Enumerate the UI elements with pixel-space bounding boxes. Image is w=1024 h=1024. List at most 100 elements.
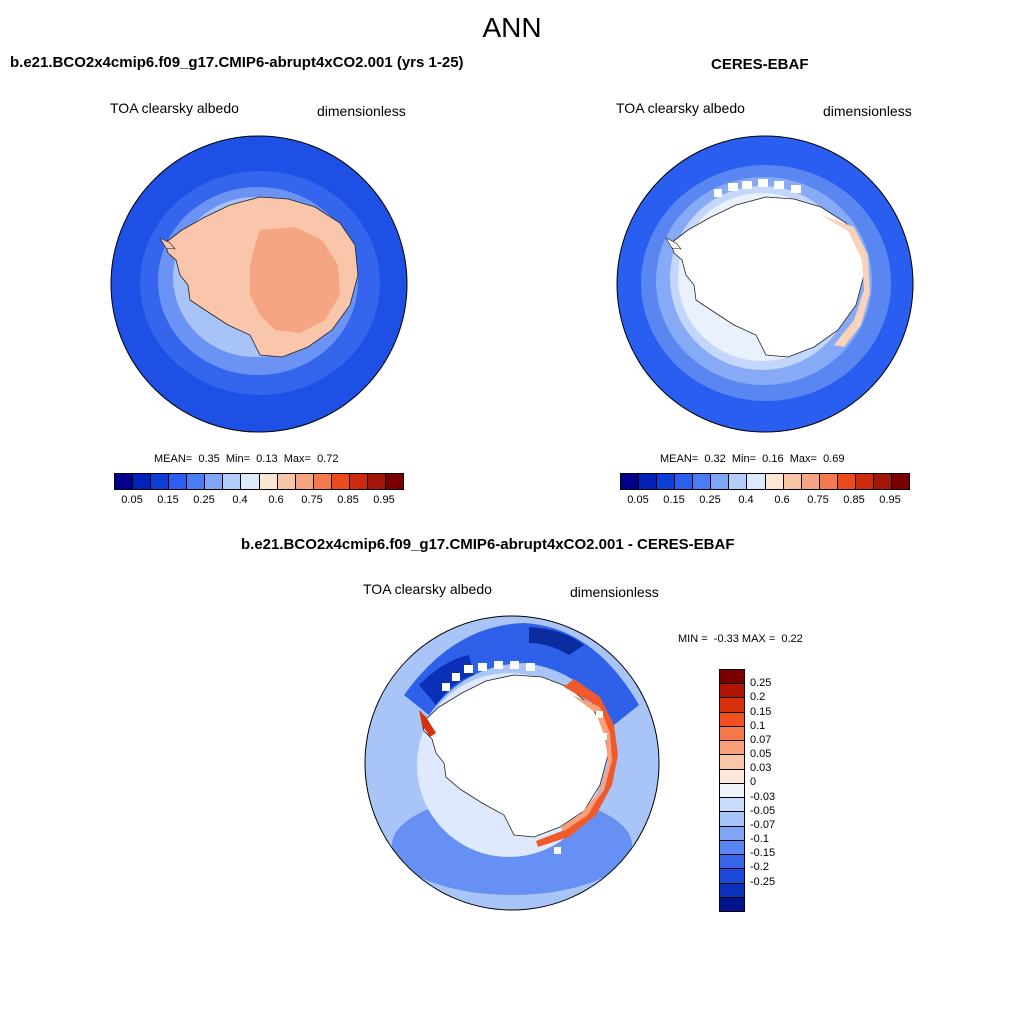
obs-stats: MEAN= 0.32 Min= 0.16 Max= 0.69 xyxy=(660,453,844,465)
colorbar-swatch xyxy=(277,474,296,489)
diff-variable-label: TOA clearsky albedo xyxy=(363,581,492,597)
diff-colorbar xyxy=(719,669,745,912)
colorbar-swatch xyxy=(720,698,744,713)
colorbar-label: 0.25 xyxy=(193,494,215,506)
colorbar-swatch xyxy=(720,826,744,841)
colorbar-swatch xyxy=(720,684,744,699)
model-mean-label: MEAN= xyxy=(154,453,193,465)
diff-polar-map xyxy=(364,615,660,911)
colorbar-label: -0.03 xyxy=(750,790,776,803)
colorbar-swatch xyxy=(720,812,744,827)
colorbar-swatch xyxy=(367,474,386,489)
colorbar-label: -0.2 xyxy=(750,861,769,874)
colorbar-label: 0.2 xyxy=(750,691,766,704)
page-title: ANN xyxy=(482,12,542,43)
colorbar-swatch xyxy=(720,670,744,685)
colorbar-swatch xyxy=(720,741,744,756)
diff-panel-title: b.e21.BCO2x4cmip6.f09_g17.CMIP6-abrupt4x… xyxy=(241,536,735,553)
colorbar-label: 0.25 xyxy=(699,494,721,506)
colorbar-swatch xyxy=(331,474,350,489)
colorbar-swatch xyxy=(837,474,856,489)
obs-polar-map xyxy=(616,135,914,433)
colorbar-label: 0.6 xyxy=(774,494,790,506)
colorbar-label: 0.15 xyxy=(663,494,685,506)
colorbar-swatch xyxy=(675,474,694,489)
colorbar-label: 0.4 xyxy=(738,494,754,506)
diff-max-value: 0.22 xyxy=(781,633,803,645)
model-panel-title: b.e21.BCO2x4cmip6.f09_g17.CMIP6-abrupt4x… xyxy=(10,54,464,71)
colorbar-swatch xyxy=(313,474,332,489)
colorbar-swatch xyxy=(349,474,368,489)
colorbar-swatch xyxy=(639,474,658,489)
obs-missing-data-squares xyxy=(714,179,801,197)
colorbar-swatch xyxy=(621,474,640,489)
model-peninsula xyxy=(159,237,176,250)
obs-max-value: 0.69 xyxy=(823,453,845,465)
colorbar-label: 0.75 xyxy=(807,494,829,506)
colorbar-swatch xyxy=(693,474,712,489)
colorbar-label: 0.1 xyxy=(750,719,766,732)
colorbar-swatch xyxy=(873,474,892,489)
colorbar-label: 0.07 xyxy=(750,733,772,746)
model-stats: MEAN= 0.35 Min= 0.13 Max= 0.72 xyxy=(154,453,338,465)
colorbar-swatch xyxy=(765,474,784,489)
diff-min-label: MIN = xyxy=(678,633,708,645)
colorbar-label: -0.25 xyxy=(750,875,776,888)
colorbar-swatch xyxy=(720,783,744,799)
colorbar-swatch xyxy=(783,474,802,489)
colorbar-swatch xyxy=(720,897,744,911)
colorbar-swatch xyxy=(657,474,676,489)
colorbar-label: 0.95 xyxy=(373,494,395,506)
obs-max-label: Max= xyxy=(789,453,817,465)
colorbar-swatch xyxy=(720,855,744,870)
model-antarctica-high-plateau xyxy=(250,227,340,333)
obs-units-label: dimensionless xyxy=(823,103,912,119)
colorbar-swatch xyxy=(133,474,152,489)
colorbar-label: 0.75 xyxy=(301,494,323,506)
colorbar-swatch xyxy=(241,474,260,489)
obs-panel-title: CERES-EBAF xyxy=(711,56,809,73)
colorbar-swatch xyxy=(187,474,206,489)
obs-variable-label: TOA clearsky albedo xyxy=(616,100,745,116)
colorbar-swatch xyxy=(891,474,909,489)
colorbar-swatch xyxy=(720,755,744,770)
colorbar-label: -0.1 xyxy=(750,833,769,846)
diff-negative-band-north xyxy=(404,623,639,725)
colorbar-label: 0.95 xyxy=(879,494,901,506)
obs-mean-label: MEAN= xyxy=(660,453,699,465)
model-colorbar xyxy=(114,473,404,490)
colorbar-swatch xyxy=(385,474,403,489)
model-mean-value: 0.35 xyxy=(198,453,220,465)
colorbar-label: -0.07 xyxy=(750,818,776,831)
colorbar-label: 0.03 xyxy=(750,762,772,775)
diff-positive-band-east xyxy=(536,679,618,847)
diff-missing-data-squares xyxy=(442,661,607,854)
colorbar-swatch xyxy=(855,474,874,489)
colorbar-label: -0.05 xyxy=(750,804,776,817)
colorbar-swatch xyxy=(205,474,224,489)
colorbar-swatch xyxy=(819,474,838,489)
model-variable-label: TOA clearsky albedo xyxy=(110,100,239,116)
diff-max-label: MAX = xyxy=(741,633,776,645)
model-polar-map xyxy=(110,135,408,433)
colorbar-label: 0.05 xyxy=(750,748,772,761)
model-units-label: dimensionless xyxy=(317,103,406,119)
colorbar-swatch xyxy=(720,726,744,742)
diff-positive-peninsula xyxy=(419,710,436,737)
obs-min-label: Min= xyxy=(731,453,757,465)
colorbar-label: 0.25 xyxy=(750,677,772,690)
colorbar-swatch xyxy=(729,474,748,489)
obs-colorbar xyxy=(620,473,910,490)
obs-coastal-high-albedo xyxy=(821,215,870,347)
diff-min-value: -0.33 xyxy=(713,633,739,645)
colorbar-label: 0.05 xyxy=(627,494,649,506)
colorbar-swatch xyxy=(720,712,744,727)
diff-stats: MIN = -0.33 MAX = 0.22 xyxy=(678,633,803,645)
colorbar-label: 0 xyxy=(750,776,757,789)
colorbar-label: 0.15 xyxy=(750,705,772,718)
colorbar-swatch xyxy=(747,474,766,489)
model-min-value: 0.13 xyxy=(256,453,278,465)
colorbar-swatch xyxy=(801,474,820,489)
colorbar-swatch xyxy=(720,883,744,898)
colorbar-swatch xyxy=(259,474,278,489)
